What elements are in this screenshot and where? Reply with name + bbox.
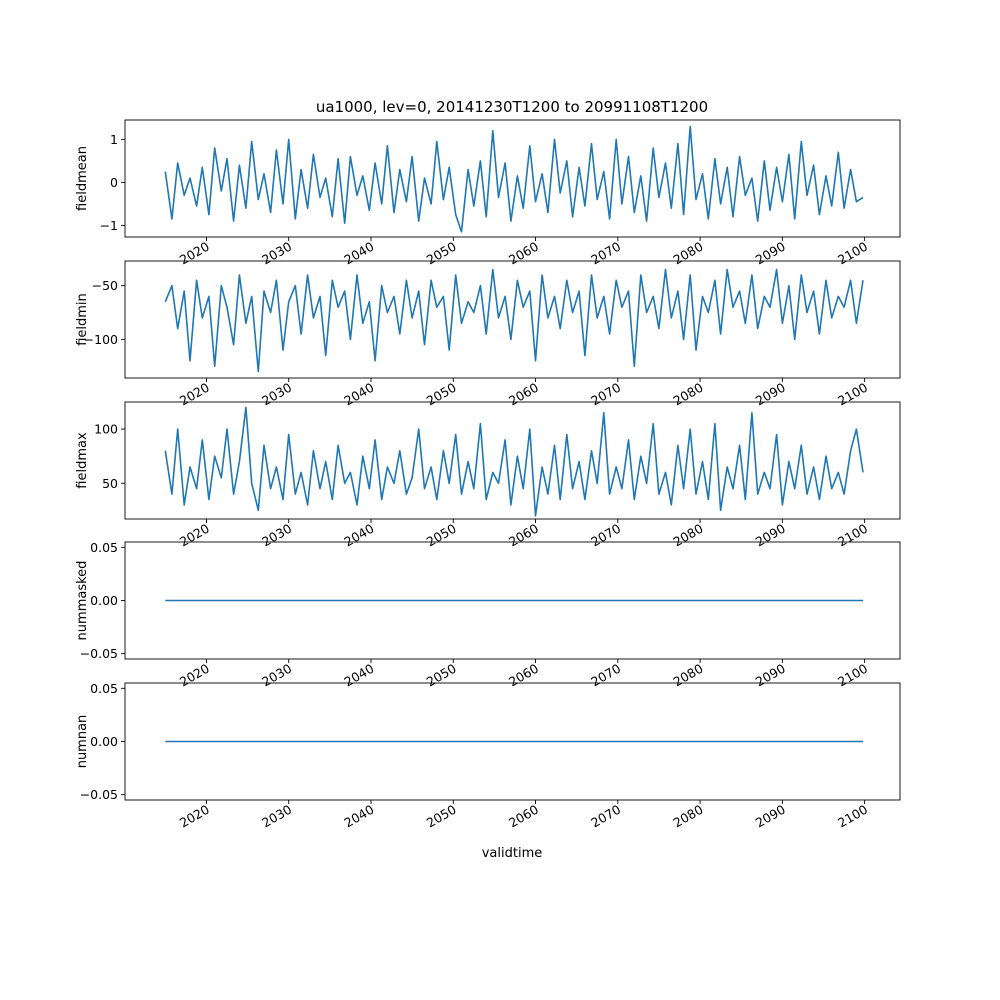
y-axis-label-fieldmin: fieldmin bbox=[75, 293, 90, 346]
series-line-fieldmax bbox=[164, 406, 864, 517]
axes-frame-fieldmin bbox=[124, 260, 901, 379]
y-tick-label: 0.05 bbox=[90, 681, 118, 696]
y-axis-label-numnan: numnan bbox=[75, 715, 90, 769]
y-tick-label: 0.05 bbox=[90, 540, 118, 555]
y-tick-label: −50 bbox=[92, 278, 118, 293]
y-tick-label: 1 bbox=[110, 132, 118, 147]
y-axis-label-fieldmean: fieldmean bbox=[75, 146, 90, 211]
y-tick-label: 50 bbox=[102, 476, 118, 491]
x-axis-label: validtime bbox=[482, 846, 543, 861]
y-tick-label: −1 bbox=[100, 218, 118, 233]
y-tick-label: −100 bbox=[84, 332, 118, 347]
y-axis-label-nummasked: nummasked bbox=[75, 561, 90, 641]
figure-title: ua1000, lev=0, 20141230T1200 to 20991108… bbox=[316, 98, 708, 116]
y-tick-label: 0.00 bbox=[90, 734, 118, 749]
series-line-fieldmin bbox=[164, 268, 864, 373]
y-axis-label-fieldmax: fieldmax bbox=[75, 432, 90, 489]
y-tick-label: 0.00 bbox=[90, 593, 118, 608]
series-line-fieldmean bbox=[164, 125, 864, 233]
y-tick-label: 100 bbox=[94, 422, 118, 437]
axes-frame-fieldmax bbox=[124, 401, 901, 520]
y-tick-label: 0 bbox=[110, 175, 118, 190]
axes-frame-fieldmean bbox=[124, 119, 901, 238]
y-tick-label: −0.05 bbox=[80, 787, 118, 802]
y-tick-label: −0.05 bbox=[80, 646, 118, 661]
